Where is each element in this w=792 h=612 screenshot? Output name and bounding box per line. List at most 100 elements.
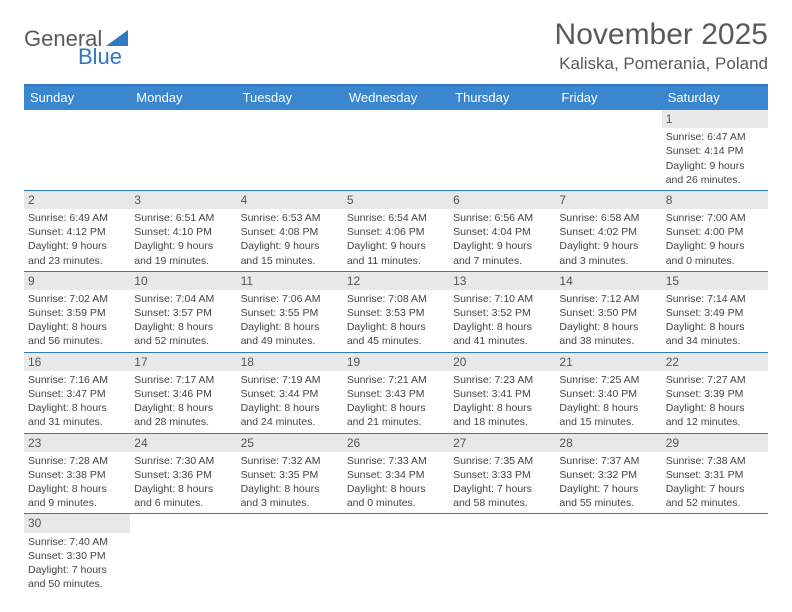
sunset-text: Sunset: 3:59 PM [28,306,126,320]
day-cell: 2Sunrise: 6:49 AMSunset: 4:12 PMDaylight… [24,191,130,271]
daylight-text: Daylight: 7 hours and 50 minutes. [28,563,126,591]
daylight-text: Daylight: 8 hours and 31 minutes. [28,401,126,429]
daylight-text: Daylight: 9 hours and 15 minutes. [241,239,339,267]
day-number: 11 [237,272,343,290]
day-cell: 28Sunrise: 7:37 AMSunset: 3:32 PMDayligh… [555,434,661,514]
sunset-text: Sunset: 4:14 PM [666,144,764,158]
sunrise-text: Sunrise: 7:21 AM [347,373,445,387]
sunset-text: Sunset: 3:50 PM [559,306,657,320]
day-number: 12 [343,272,449,290]
week-row: 30Sunrise: 7:40 AMSunset: 3:30 PMDayligh… [24,514,768,594]
day-details: Sunrise: 7:30 AMSunset: 3:36 PMDaylight:… [130,452,236,514]
daylight-text: Daylight: 7 hours and 55 minutes. [559,482,657,510]
day-cell: 11Sunrise: 7:06 AMSunset: 3:55 PMDayligh… [237,272,343,352]
day-number: 25 [237,434,343,452]
day-details: Sunrise: 7:08 AMSunset: 3:53 PMDaylight:… [343,290,449,352]
day-details: Sunrise: 6:54 AMSunset: 4:06 PMDaylight:… [343,209,449,271]
day-details: Sunrise: 6:49 AMSunset: 4:12 PMDaylight:… [24,209,130,271]
daylight-text: Daylight: 8 hours and 49 minutes. [241,320,339,348]
day-details: Sunrise: 7:38 AMSunset: 3:31 PMDaylight:… [662,452,768,514]
day-number: 19 [343,353,449,371]
daylight-text: Daylight: 8 hours and 3 minutes. [241,482,339,510]
day-cell-empty [343,514,449,594]
day-cell-empty [555,514,661,594]
day-cell: 23Sunrise: 7:28 AMSunset: 3:38 PMDayligh… [24,434,130,514]
day-cell: 27Sunrise: 7:35 AMSunset: 3:33 PMDayligh… [449,434,555,514]
day-number: 6 [449,191,555,209]
day-number: 10 [130,272,236,290]
sunrise-text: Sunrise: 6:47 AM [666,130,764,144]
week-row: 2Sunrise: 6:49 AMSunset: 4:12 PMDaylight… [24,191,768,272]
sunrise-text: Sunrise: 7:27 AM [666,373,764,387]
daylight-text: Daylight: 8 hours and 18 minutes. [453,401,551,429]
day-details: Sunrise: 6:56 AMSunset: 4:04 PMDaylight:… [449,209,555,271]
daylight-text: Daylight: 8 hours and 15 minutes. [559,401,657,429]
sunset-text: Sunset: 3:35 PM [241,468,339,482]
daylight-text: Daylight: 8 hours and 12 minutes. [666,401,764,429]
sunrise-text: Sunrise: 7:17 AM [134,373,232,387]
week-row: 1Sunrise: 6:47 AMSunset: 4:14 PMDaylight… [24,110,768,191]
day-cell-empty [130,514,236,594]
sunset-text: Sunset: 3:34 PM [347,468,445,482]
week-row: 9Sunrise: 7:02 AMSunset: 3:59 PMDaylight… [24,272,768,353]
day-header: Saturday [662,86,768,110]
day-details: Sunrise: 6:47 AMSunset: 4:14 PMDaylight:… [662,128,768,190]
sunset-text: Sunset: 4:10 PM [134,225,232,239]
day-header: Sunday [24,86,130,110]
day-details: Sunrise: 7:02 AMSunset: 3:59 PMDaylight:… [24,290,130,352]
week-row: 16Sunrise: 7:16 AMSunset: 3:47 PMDayligh… [24,353,768,434]
day-number: 14 [555,272,661,290]
day-header: Friday [555,86,661,110]
day-cell: 5Sunrise: 6:54 AMSunset: 4:06 PMDaylight… [343,191,449,271]
day-details: Sunrise: 7:12 AMSunset: 3:50 PMDaylight:… [555,290,661,352]
sunrise-text: Sunrise: 6:49 AM [28,211,126,225]
daylight-text: Daylight: 9 hours and 0 minutes. [666,239,764,267]
sunset-text: Sunset: 3:32 PM [559,468,657,482]
day-cell: 18Sunrise: 7:19 AMSunset: 3:44 PMDayligh… [237,353,343,433]
sunset-text: Sunset: 4:00 PM [666,225,764,239]
week-row: 23Sunrise: 7:28 AMSunset: 3:38 PMDayligh… [24,434,768,515]
sunset-text: Sunset: 3:38 PM [28,468,126,482]
daylight-text: Daylight: 8 hours and 52 minutes. [134,320,232,348]
sunset-text: Sunset: 3:31 PM [666,468,764,482]
sunset-text: Sunset: 3:49 PM [666,306,764,320]
day-header: Monday [130,86,236,110]
day-cell: 15Sunrise: 7:14 AMSunset: 3:49 PMDayligh… [662,272,768,352]
day-cell: 25Sunrise: 7:32 AMSunset: 3:35 PMDayligh… [237,434,343,514]
sunset-text: Sunset: 3:46 PM [134,387,232,401]
day-cell: 22Sunrise: 7:27 AMSunset: 3:39 PMDayligh… [662,353,768,433]
day-number: 30 [24,514,130,532]
sunset-text: Sunset: 4:02 PM [559,225,657,239]
sunrise-text: Sunrise: 7:06 AM [241,292,339,306]
day-details: Sunrise: 7:21 AMSunset: 3:43 PMDaylight:… [343,371,449,433]
day-cell-empty [449,110,555,190]
daylight-text: Daylight: 8 hours and 24 minutes. [241,401,339,429]
sunset-text: Sunset: 3:41 PM [453,387,551,401]
daylight-text: Daylight: 8 hours and 21 minutes. [347,401,445,429]
day-details: Sunrise: 7:19 AMSunset: 3:44 PMDaylight:… [237,371,343,433]
day-cell-empty [343,110,449,190]
day-cell: 3Sunrise: 6:51 AMSunset: 4:10 PMDaylight… [130,191,236,271]
day-cell-empty [130,110,236,190]
day-number: 26 [343,434,449,452]
day-details: Sunrise: 6:51 AMSunset: 4:10 PMDaylight:… [130,209,236,271]
sunrise-text: Sunrise: 6:56 AM [453,211,551,225]
day-cell: 9Sunrise: 7:02 AMSunset: 3:59 PMDaylight… [24,272,130,352]
sunset-text: Sunset: 3:52 PM [453,306,551,320]
day-details: Sunrise: 7:06 AMSunset: 3:55 PMDaylight:… [237,290,343,352]
sunrise-text: Sunrise: 7:35 AM [453,454,551,468]
day-header: Wednesday [343,86,449,110]
day-cell: 8Sunrise: 7:00 AMSunset: 4:00 PMDaylight… [662,191,768,271]
day-details: Sunrise: 7:10 AMSunset: 3:52 PMDaylight:… [449,290,555,352]
daylight-text: Daylight: 7 hours and 52 minutes. [666,482,764,510]
day-cell-empty [555,110,661,190]
sunset-text: Sunset: 3:40 PM [559,387,657,401]
daylight-text: Daylight: 8 hours and 34 minutes. [666,320,764,348]
sunrise-text: Sunrise: 7:25 AM [559,373,657,387]
day-cell: 14Sunrise: 7:12 AMSunset: 3:50 PMDayligh… [555,272,661,352]
daylight-text: Daylight: 8 hours and 45 minutes. [347,320,445,348]
sunrise-text: Sunrise: 7:00 AM [666,211,764,225]
sunrise-text: Sunrise: 7:16 AM [28,373,126,387]
sunrise-text: Sunrise: 7:19 AM [241,373,339,387]
sunset-text: Sunset: 4:04 PM [453,225,551,239]
